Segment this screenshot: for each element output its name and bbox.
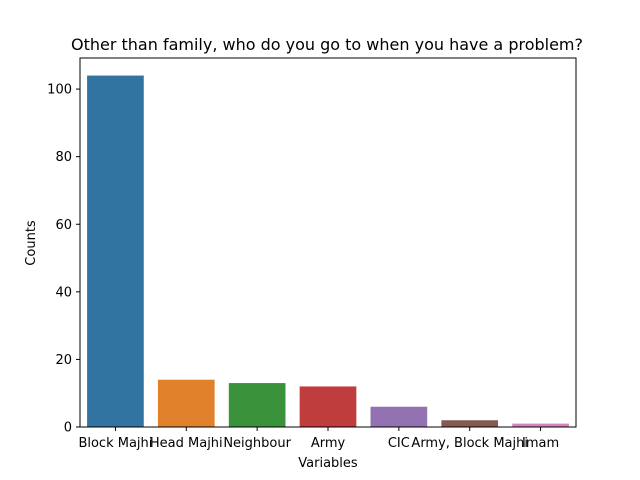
y-tick-label: 0 [64, 421, 72, 436]
y-tick-label: 40 [55, 285, 72, 300]
chart-title: Other than family, who do you go to when… [71, 35, 583, 54]
y-axis-ticks: 0 20 40 60 80 100 [47, 83, 80, 436]
y-tick-label: 80 [55, 150, 72, 165]
x-tick-label: Block Majhi [78, 436, 152, 451]
x-tick-label: Army, Block Majhi [411, 436, 528, 451]
bar-neighbour [228, 383, 286, 427]
y-tick-label: 100 [47, 83, 72, 98]
x-tick-label: CIC [388, 436, 410, 451]
y-tick-label: 60 [55, 218, 72, 233]
x-tick-label: Imam [522, 436, 559, 451]
bars-group [87, 75, 569, 428]
plot-frame [79, 57, 577, 428]
x-axis-label: Variables [298, 456, 358, 471]
bar-cic [370, 406, 428, 427]
x-tick-label: Army [311, 436, 346, 451]
y-tick-label: 20 [55, 353, 72, 368]
y-axis-label: Counts [24, 220, 39, 266]
bar-head-majhi [157, 379, 215, 427]
bar-army [299, 386, 357, 427]
bar-imam [512, 423, 569, 427]
bar-army-block-majhi [441, 420, 499, 427]
bar-block-majhi [87, 75, 144, 428]
x-tick-label: Neighbour [223, 436, 291, 451]
x-tick-label: Head Majhi [150, 436, 223, 451]
